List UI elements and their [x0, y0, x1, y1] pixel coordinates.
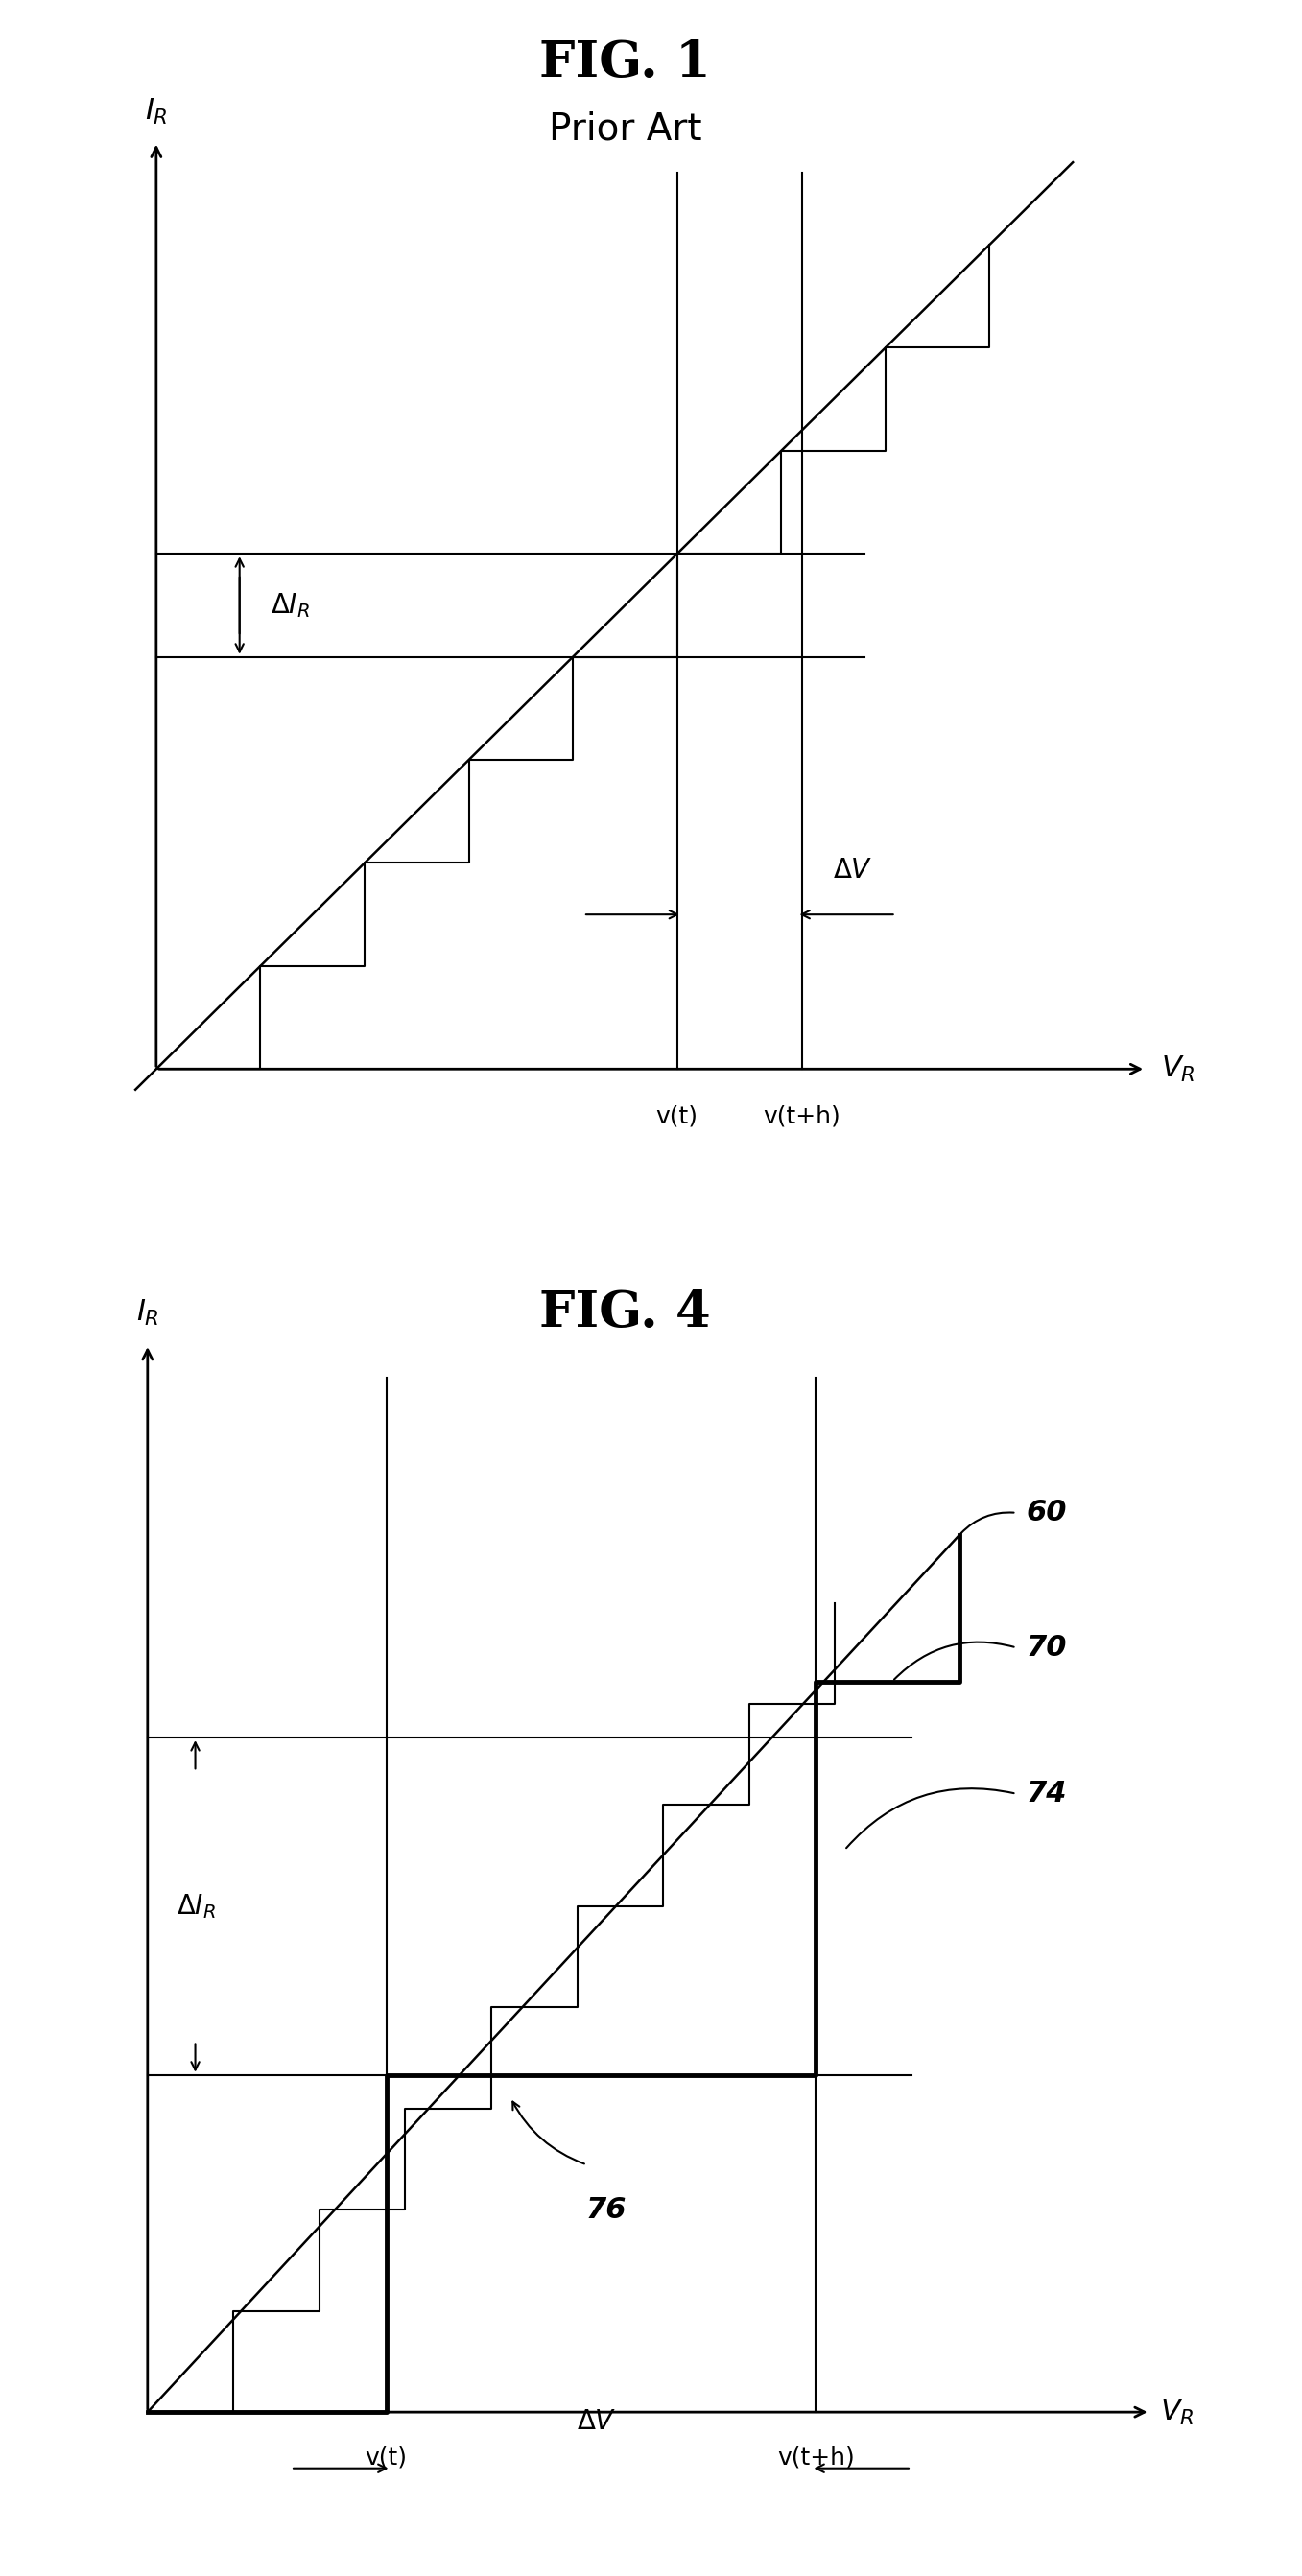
Text: $\mathit{V_R}$: $\mathit{V_R}$: [1161, 1054, 1195, 1084]
Text: FIG. 4: FIG. 4: [539, 1288, 711, 1337]
Text: v(t): v(t): [365, 2445, 408, 2468]
Text: v(t): v(t): [656, 1105, 698, 1128]
Text: $\mathit{I_R}$: $\mathit{I_R}$: [145, 95, 168, 126]
Text: 60: 60: [1026, 1499, 1066, 1528]
Text: 76: 76: [586, 2195, 626, 2223]
Text: $\Delta \mathit{V}$: $\Delta \mathit{V}$: [577, 2409, 616, 2434]
Text: 70: 70: [1026, 1633, 1066, 1662]
Text: 74: 74: [1026, 1780, 1066, 1808]
Text: $\Delta \mathit{I_R}$: $\Delta \mathit{I_R}$: [176, 1891, 215, 1922]
Text: v(t+h): v(t+h): [777, 2445, 854, 2468]
Text: $\mathit{I_R}$: $\mathit{I_R}$: [137, 1298, 159, 1327]
Text: Prior Art: Prior Art: [548, 111, 702, 147]
Text: $\Delta \mathit{I_R}$: $\Delta \mathit{I_R}$: [271, 590, 310, 621]
Text: FIG. 1: FIG. 1: [539, 39, 711, 88]
Text: $\Delta \mathit{V}$: $\Delta \mathit{V}$: [833, 858, 874, 884]
Text: v(t+h): v(t+h): [763, 1105, 841, 1128]
Text: $\mathit{V_R}$: $\mathit{V_R}$: [1160, 2398, 1194, 2427]
